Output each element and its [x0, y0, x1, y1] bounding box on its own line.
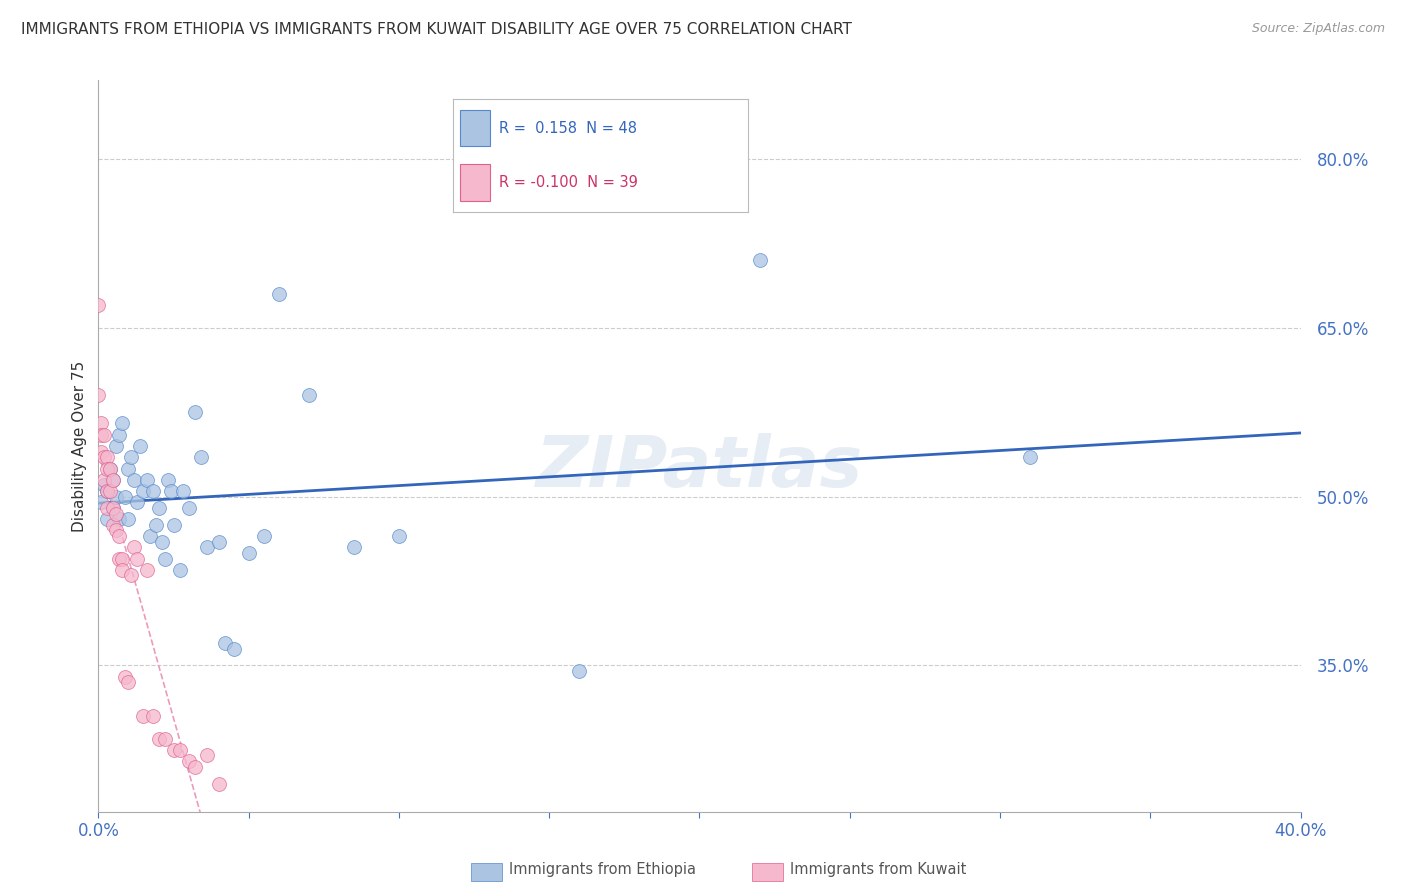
Point [105, 507, 128, 521]
Point [108, 529, 131, 543]
Point [96, 500, 118, 515]
Point [100, 461, 122, 475]
Point [111, 417, 134, 431]
Point [156, 473, 179, 487]
Point [90, 427, 112, 442]
Point [100, 483, 122, 498]
Text: Immigrants from Kuwait: Immigrants from Kuwait [790, 863, 966, 877]
Point [568, 664, 591, 678]
Point [87, 388, 110, 402]
Point [96, 461, 118, 475]
Text: IMMIGRANTS FROM ETHIOPIA VS IMMIGRANTS FROM KUWAIT DISABILITY AGE OVER 75 CORREL: IMMIGRANTS FROM ETHIOPIA VS IMMIGRANTS F… [21, 22, 852, 37]
Point [96, 450, 118, 465]
Point [748, 253, 770, 268]
Point [108, 427, 131, 442]
Point [238, 546, 260, 560]
Point [162, 743, 184, 757]
Point [148, 731, 170, 746]
Point [172, 483, 194, 498]
Point [108, 551, 131, 566]
Point [195, 541, 218, 555]
Point [177, 754, 200, 768]
Point [214, 636, 236, 650]
Point [114, 670, 136, 684]
Point [208, 534, 231, 549]
Point [183, 405, 205, 419]
Text: ZIPatlas: ZIPatlas [536, 434, 863, 502]
Y-axis label: Disability Age Over 75: Disability Age Over 75 [72, 360, 87, 532]
Point [222, 641, 245, 656]
Point [121, 450, 143, 465]
Point [105, 524, 128, 538]
Point [103, 500, 125, 515]
Point [183, 760, 205, 774]
Point [267, 287, 290, 301]
Point [103, 517, 125, 532]
Point [208, 776, 231, 790]
Point [132, 709, 155, 723]
Point [96, 512, 118, 526]
Text: Immigrants from Ethiopia: Immigrants from Ethiopia [509, 863, 696, 877]
Point [145, 517, 167, 532]
Point [343, 541, 366, 555]
Point [388, 529, 411, 543]
Point [141, 709, 163, 723]
Point [93, 450, 115, 465]
Point [117, 675, 139, 690]
Point [135, 563, 157, 577]
Point [121, 568, 143, 582]
Point [117, 512, 139, 526]
Point [111, 563, 134, 577]
Point [177, 500, 200, 515]
Point [93, 478, 115, 492]
Point [298, 388, 321, 402]
Point [103, 473, 125, 487]
Point [90, 417, 112, 431]
Point [148, 500, 170, 515]
Point [150, 534, 173, 549]
Point [96, 483, 118, 498]
Point [169, 743, 191, 757]
Point [159, 483, 181, 498]
Point [195, 748, 218, 763]
Point [90, 495, 112, 509]
Point [111, 551, 134, 566]
Point [100, 461, 122, 475]
Point [132, 483, 155, 498]
Text: Source: ZipAtlas.com: Source: ZipAtlas.com [1251, 22, 1385, 36]
Point [1019, 450, 1042, 465]
Point [162, 517, 184, 532]
Point [105, 439, 128, 453]
Point [105, 490, 128, 504]
Point [253, 529, 276, 543]
Point [87, 298, 110, 312]
Point [127, 495, 149, 509]
Point [124, 473, 146, 487]
Point [124, 541, 146, 555]
Point [96, 483, 118, 498]
Point [93, 427, 115, 442]
Point [114, 490, 136, 504]
Point [127, 551, 149, 566]
Point [93, 473, 115, 487]
Point [90, 444, 112, 458]
Point [135, 473, 157, 487]
Point [117, 461, 139, 475]
Point [108, 512, 131, 526]
Point [138, 529, 160, 543]
Point [190, 450, 212, 465]
Point [141, 483, 163, 498]
Point [153, 551, 176, 566]
Point [103, 473, 125, 487]
Point [169, 563, 191, 577]
Point [103, 500, 125, 515]
Point [153, 731, 176, 746]
Point [129, 439, 152, 453]
